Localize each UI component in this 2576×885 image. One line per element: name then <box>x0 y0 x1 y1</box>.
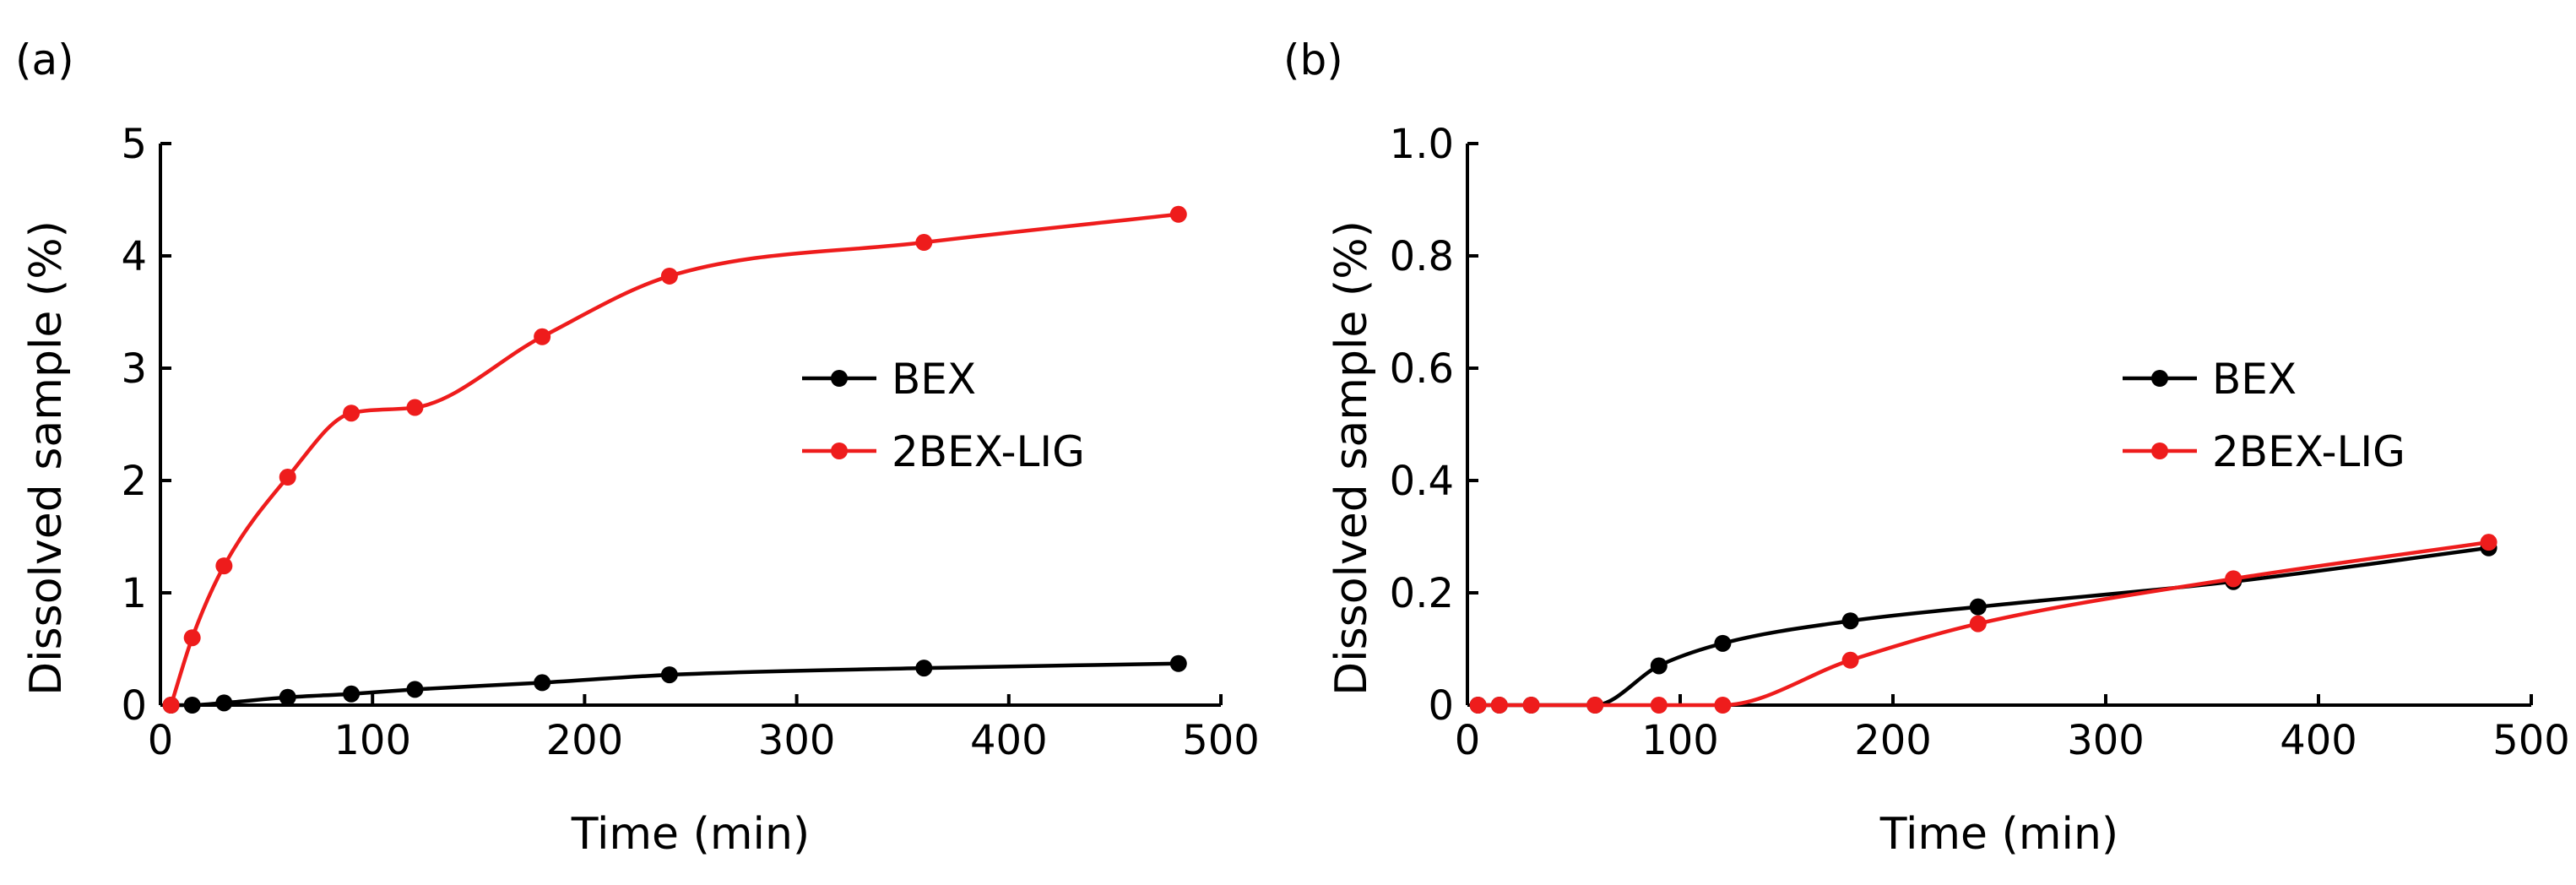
data-point-2bex-lig <box>915 234 933 252</box>
data-point-2bex-lig <box>1841 651 1859 669</box>
y-tick-label: 0.2 <box>1390 570 1454 617</box>
data-point-bex <box>1650 657 1668 675</box>
x-tick-label: 100 <box>1641 717 1719 764</box>
data-point-bex <box>915 660 933 677</box>
y-tick-label: 1 <box>121 570 147 617</box>
data-point-2bex-lig <box>279 469 296 486</box>
data-point-bex <box>279 688 296 706</box>
panel-a-axes: 0 100 200 300 400 500 0 1 2 3 4 5 <box>121 121 1259 764</box>
data-point-2bex-lig <box>162 697 180 714</box>
panel-b-legend-bex-marker <box>2151 370 2168 387</box>
data-point-2bex-lig <box>534 328 551 345</box>
data-point-2bex-lig <box>1586 697 1604 714</box>
panel-b-y-axis-title: Dissolved sample (%) <box>1326 220 1377 696</box>
y-tick-label: 2 <box>121 458 147 505</box>
panel-a-series <box>162 205 1187 714</box>
panel-a-legend-bex-label: BEX <box>892 355 976 404</box>
panel-a-legend-bex-marker <box>831 370 848 387</box>
panel-a-x-axis-title: Time (min) <box>571 809 810 860</box>
y-tick-label: 0 <box>121 682 147 730</box>
x-tick-label: 200 <box>1854 717 1932 764</box>
x-tick-label: 0 <box>1455 717 1481 764</box>
panel-a-legend: BEX 2BEX-LIG <box>802 355 1085 476</box>
panel-b-legend-2bex-lig-label: 2BEX-LIG <box>2212 427 2405 476</box>
x-tick-label: 0 <box>148 717 174 764</box>
panel-a-label: (a) <box>15 35 74 84</box>
data-point-2bex-lig <box>1522 697 1540 714</box>
data-point-bex <box>343 685 361 703</box>
data-point-2bex-lig <box>1490 697 1508 714</box>
data-point-2bex-lig <box>215 557 233 575</box>
data-point-2bex-lig <box>1469 697 1487 714</box>
panel-b-legend-2bex-lig-marker <box>2151 442 2168 459</box>
data-point-2bex-lig <box>2480 534 2497 551</box>
data-point-2bex-lig <box>1650 697 1668 714</box>
data-point-2bex-lig <box>660 267 678 285</box>
panel-b-label: (b) <box>1283 35 1343 84</box>
data-point-2bex-lig <box>183 629 201 647</box>
y-tick-label: 0 <box>1428 682 1454 730</box>
x-tick-label: 500 <box>2492 717 2570 764</box>
data-point-bex <box>1969 598 1987 616</box>
x-tick-label: 100 <box>334 717 411 764</box>
panel-a: (a) 0 100 200 300 400 500 0 1 2 3 4 5 Time (min) Di… <box>15 35 1260 860</box>
data-point-2bex-lig <box>406 399 424 416</box>
data-point-2bex-lig <box>1969 615 1987 633</box>
panel-a-y-axis-title: Dissolved sample (%) <box>21 220 72 696</box>
panel-b-series <box>1469 534 2497 714</box>
panel-a-legend-2bex-lig-label: 2BEX-LIG <box>892 427 1085 476</box>
data-point-bex <box>534 674 551 692</box>
panel-b-legend: BEX 2BEX-LIG <box>2123 355 2405 476</box>
x-tick-label: 200 <box>546 717 624 764</box>
panel-b-legend-bex-label: BEX <box>2212 355 2297 404</box>
y-tick-label: 0.8 <box>1390 233 1454 280</box>
data-point-2bex-lig <box>1169 205 1187 223</box>
y-tick-label: 3 <box>121 345 147 393</box>
x-tick-label: 400 <box>2280 717 2357 764</box>
data-point-bex <box>1169 654 1187 672</box>
data-point-bex <box>183 697 201 714</box>
y-tick-label: 0.6 <box>1390 345 1454 393</box>
x-tick-label: 300 <box>2067 717 2145 764</box>
data-point-2bex-lig <box>2225 570 2242 588</box>
data-point-2bex-lig <box>1714 697 1732 714</box>
data-point-bex <box>406 681 424 698</box>
data-point-bex <box>1714 634 1732 652</box>
x-tick-label: 400 <box>970 717 1048 764</box>
data-point-2bex-lig <box>343 404 361 422</box>
y-tick-label: 0.4 <box>1390 458 1454 505</box>
panel-a-legend-2bex-lig-marker <box>831 442 848 459</box>
y-tick-label: 1.0 <box>1390 121 1454 168</box>
panel-b: (b) 0 100 200 300 400 500 0 0.2 0.4 0.6 0.8 1.0 Tim… <box>1283 35 2570 860</box>
y-tick-label: 5 <box>121 121 147 168</box>
data-point-bex <box>1841 612 1859 630</box>
y-tick-label: 4 <box>121 233 147 280</box>
data-point-bex <box>660 666 678 684</box>
panel-b-x-axis-title: Time (min) <box>1879 809 2118 860</box>
x-tick-label: 500 <box>1182 717 1260 764</box>
panel-b-axes: 0 100 200 300 400 500 0 0.2 0.4 0.6 0.8 1.0 <box>1390 121 2570 764</box>
data-point-bex <box>215 694 233 712</box>
x-tick-label: 300 <box>758 717 836 764</box>
